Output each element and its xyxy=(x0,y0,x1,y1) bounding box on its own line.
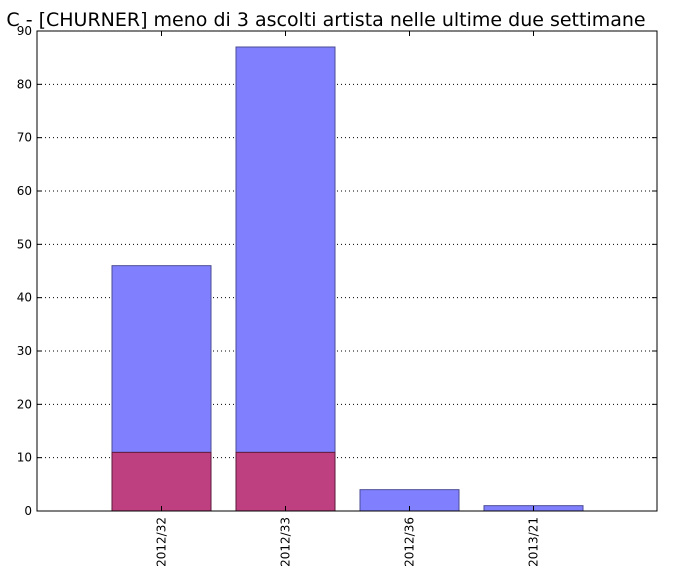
bar xyxy=(235,451,336,512)
x-axis: 2012/32 2012/33 2012/36 2013/21 xyxy=(155,31,541,567)
bar xyxy=(111,451,212,512)
y-tick-label: 50 xyxy=(17,237,32,251)
y-tick-label: 20 xyxy=(17,397,32,411)
y-tick-label: 0 xyxy=(24,504,32,518)
y-tick-label: 60 xyxy=(17,184,32,198)
plot-frame xyxy=(36,30,658,512)
x-tick-label: 2012/36 xyxy=(403,517,417,567)
bar xyxy=(235,46,336,512)
y-tick-label: 40 xyxy=(17,291,32,305)
y-tick-label: 80 xyxy=(17,77,32,91)
y-tick-label: 70 xyxy=(17,131,32,145)
y-tick-label: 30 xyxy=(17,344,32,358)
gridlines xyxy=(37,83,657,459)
x-tick-label: 2013/21 xyxy=(527,517,541,567)
y-tick-label: 10 xyxy=(17,451,32,465)
chart-title: C - [CHURNER] meno di 3 ascolti artista … xyxy=(6,9,645,31)
bars xyxy=(111,46,584,512)
y-tick-label: 90 xyxy=(17,24,32,38)
x-tick-label: 2012/33 xyxy=(279,517,293,567)
x-tick-label: 2012/32 xyxy=(155,517,169,567)
